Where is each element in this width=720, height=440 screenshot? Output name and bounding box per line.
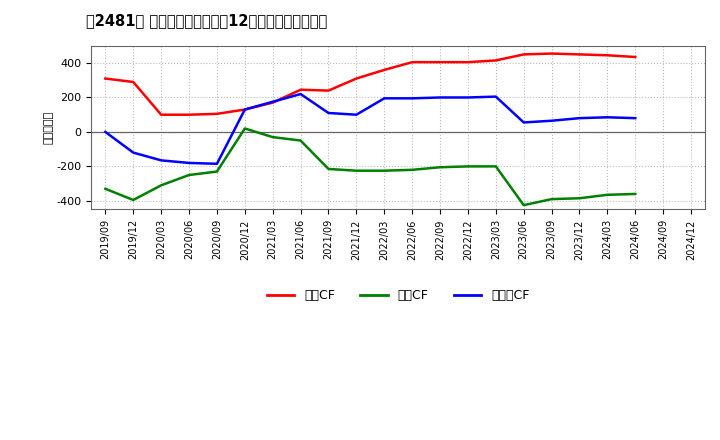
投資CF <box>547 197 556 202</box>
営業CF <box>269 100 277 105</box>
営業CF <box>631 55 639 60</box>
フリーCF <box>157 158 166 163</box>
投資CF <box>603 192 612 198</box>
Line: フリーCF: フリーCF <box>105 94 635 164</box>
Legend: 営業CF, 投資CF, フリーCF: 営業CF, 投資CF, フリーCF <box>262 284 534 308</box>
営業CF <box>408 59 416 65</box>
フリーCF <box>380 96 389 101</box>
営業CF <box>492 58 500 63</box>
営業CF <box>603 53 612 58</box>
フリーCF <box>408 96 416 101</box>
投資CF <box>492 164 500 169</box>
投資CF <box>352 168 361 173</box>
フリーCF <box>492 94 500 99</box>
Y-axis label: （百万円）: （百万円） <box>44 111 54 144</box>
営業CF <box>185 112 194 117</box>
フリーCF <box>324 110 333 116</box>
投資CF <box>101 186 109 191</box>
投資CF <box>324 166 333 172</box>
投資CF <box>212 169 221 174</box>
投資CF <box>408 167 416 172</box>
投資CF <box>269 135 277 140</box>
フリーCF <box>240 107 249 112</box>
フリーCF <box>296 92 305 97</box>
フリーCF <box>212 161 221 166</box>
フリーCF <box>519 120 528 125</box>
Line: 営業CF: 営業CF <box>105 54 635 115</box>
フリーCF <box>575 116 584 121</box>
フリーCF <box>603 115 612 120</box>
投資CF <box>129 197 138 202</box>
営業CF <box>101 76 109 81</box>
フリーCF <box>436 95 444 100</box>
投資CF <box>240 126 249 131</box>
フリーCF <box>464 95 472 100</box>
フリーCF <box>269 99 277 104</box>
営業CF <box>240 107 249 112</box>
投資CF <box>185 172 194 178</box>
投資CF <box>464 164 472 169</box>
営業CF <box>352 76 361 81</box>
投資CF <box>519 202 528 208</box>
投資CF <box>157 183 166 188</box>
営業CF <box>212 111 221 117</box>
営業CF <box>296 87 305 92</box>
営業CF <box>324 88 333 93</box>
営業CF <box>129 79 138 84</box>
営業CF <box>575 52 584 57</box>
投資CF <box>380 168 389 173</box>
フリーCF <box>185 160 194 165</box>
営業CF <box>436 59 444 65</box>
フリーCF <box>547 118 556 123</box>
フリーCF <box>352 112 361 117</box>
営業CF <box>519 52 528 57</box>
投資CF <box>296 138 305 143</box>
投資CF <box>436 165 444 170</box>
投資CF <box>575 196 584 201</box>
営業CF <box>547 51 556 56</box>
投資CF <box>631 191 639 197</box>
フリーCF <box>631 116 639 121</box>
Text: 、2481〕 キャッシュフローの12か月移動合計の推移: 、2481〕 キャッシュフローの12か月移動合計の推移 <box>86 13 328 28</box>
営業CF <box>157 112 166 117</box>
Line: 投資CF: 投資CF <box>105 128 635 205</box>
営業CF <box>380 67 389 73</box>
フリーCF <box>101 129 109 135</box>
営業CF <box>464 59 472 65</box>
フリーCF <box>129 150 138 155</box>
